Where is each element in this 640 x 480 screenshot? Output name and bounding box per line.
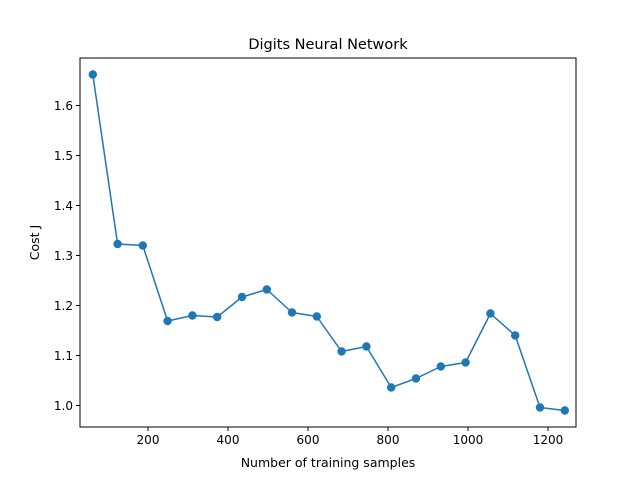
- data-point: [535, 403, 545, 412]
- data-point: [337, 347, 346, 356]
- y-axis-label: Cost J: [27, 225, 42, 260]
- axes-frame: [79, 57, 577, 428]
- data-point: [362, 342, 371, 351]
- y-tick-label: 1.1: [54, 349, 73, 363]
- data-point: [138, 241, 147, 250]
- data-point: [237, 292, 247, 302]
- y-tick-label: 1.6: [54, 99, 73, 113]
- data-point: [312, 312, 321, 321]
- x-tick-label: 200: [137, 433, 160, 447]
- x-axis-label: Number of training samples: [241, 455, 416, 470]
- x-tick-label: 800: [377, 433, 400, 447]
- data-point: [486, 309, 495, 318]
- y-tick-label: 1.5: [54, 149, 73, 163]
- series-line: [92, 74, 565, 412]
- data-point: [387, 383, 396, 392]
- x-tick-label: 1200: [533, 433, 564, 447]
- data-point: [188, 311, 197, 320]
- data-point: [213, 312, 222, 322]
- data-point: [287, 308, 297, 317]
- x-tick-label: 600: [297, 433, 320, 447]
- data-point: [560, 406, 569, 415]
- x-tick-label: 400: [217, 433, 240, 447]
- data-point: [163, 316, 172, 326]
- y-tick-label: 1.3: [54, 249, 73, 263]
- plot-area: [88, 70, 569, 415]
- data-point: [436, 362, 445, 371]
- data-point: [461, 358, 470, 367]
- y-tick-label: 1.4: [54, 199, 73, 213]
- data-point: [511, 331, 520, 340]
- data-point: [113, 239, 122, 249]
- data-point: [411, 374, 421, 383]
- x-tick-label: 1000: [453, 433, 484, 447]
- y-tick-label: 1.0: [54, 399, 73, 413]
- data-point: [88, 70, 98, 79]
- chart-title: Digits Neural Network: [248, 37, 408, 53]
- y-tick-label: 1.2: [54, 299, 73, 313]
- data-point: [262, 285, 271, 294]
